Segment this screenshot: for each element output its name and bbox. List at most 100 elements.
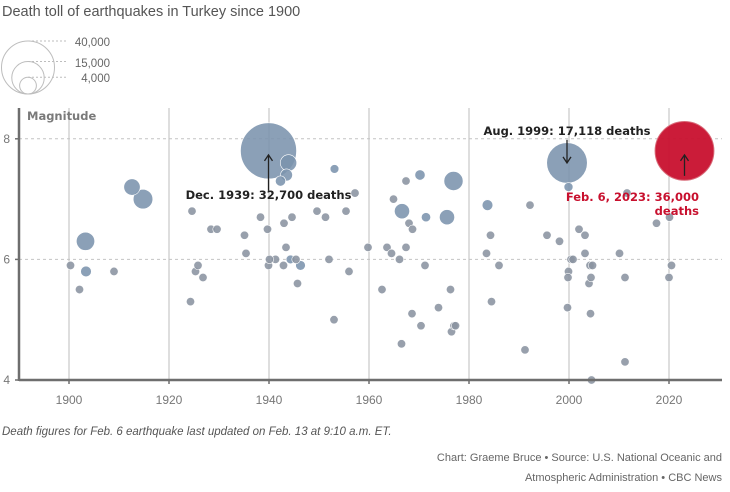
earthquake-bubble <box>80 265 92 278</box>
earthquake-bubble <box>278 260 288 270</box>
chart-title: Death toll of earthquakes in Turkey sinc… <box>2 4 301 20</box>
earthquake-bubble <box>525 200 535 210</box>
y-tick-label: 4 <box>3 373 10 387</box>
earthquake-bubble <box>264 254 274 264</box>
bubble-chart: 40,000 15,000 4,000 1900 1920 1940 1960 1980 20… <box>1 37 722 407</box>
x-tick-label: 1920 <box>156 393 183 407</box>
earthquake-bubble <box>587 260 597 270</box>
earthquake-bubble <box>563 182 574 192</box>
earthquake-bubble <box>481 248 491 258</box>
earthquake-bubble <box>275 175 286 187</box>
earthquake-bubble <box>279 218 289 228</box>
earthquake-bubble <box>76 231 95 251</box>
earthquake-bubble <box>414 169 426 181</box>
earthquake-bubble <box>494 260 504 270</box>
earthquake-bubble <box>241 248 251 258</box>
earthquake-bubble <box>109 266 119 276</box>
arrowhead-1939 <box>263 153 274 162</box>
earthquake-bubble <box>240 230 250 240</box>
legend-circle <box>11 61 45 95</box>
earthquake-bubble <box>562 303 572 313</box>
earthquake-bubble <box>574 224 584 234</box>
earthquake-bubble <box>187 206 197 216</box>
annotation-2023-line2: deaths <box>655 204 699 218</box>
earthquake-bubble <box>329 164 340 174</box>
earthquake-bubble <box>614 248 624 258</box>
earthquake-bubble <box>439 209 455 226</box>
earthquake-bubble <box>622 188 632 198</box>
earthquake-bubble <box>620 272 630 282</box>
earthquake-bubble <box>279 154 298 172</box>
y-tick-label: 6 <box>3 252 10 266</box>
legend-circle <box>19 76 37 95</box>
earthquake-bubble <box>421 212 431 223</box>
earthquake-bubble <box>420 260 430 270</box>
footnote: Death figures for Feb. 6 earthquake last… <box>2 426 392 438</box>
earthquake-bubble <box>394 203 410 220</box>
earthquake-bubble <box>485 230 495 240</box>
earthquake-bubble <box>363 242 373 252</box>
y-axis-label: Magnitude <box>27 109 96 123</box>
earthquake-bubble <box>407 224 417 234</box>
bubbles <box>66 120 715 385</box>
earthquake-bubble <box>520 345 530 355</box>
legend-label: 40,000 <box>75 37 110 49</box>
earthquake-bubble <box>193 260 203 270</box>
earthquake-bubble <box>186 297 196 307</box>
annotations: Dec. 1939: 32,700 deaths Aug. 1999: 17,11… <box>186 124 700 218</box>
arrowhead-1999 <box>562 156 572 165</box>
earthquake-bubble <box>401 242 411 252</box>
x-tick-label: 1900 <box>56 393 83 407</box>
earthquake-bubble <box>341 206 351 216</box>
earthquake-bubble <box>666 260 676 270</box>
earthquake-bubble <box>554 236 564 246</box>
earthquake-bubble <box>651 218 661 228</box>
earthquake-bubble <box>486 297 496 307</box>
earthquake-bubble <box>292 279 302 289</box>
earthquake-bubble <box>255 212 265 222</box>
earthquake-bubble <box>377 285 387 295</box>
earthquake-bubble <box>382 242 392 252</box>
earthquake-bubble <box>350 188 360 198</box>
arrowhead-2023 <box>679 153 690 162</box>
size-legend: 40,000 15,000 4,000 <box>1 37 110 95</box>
earthquake-bubble <box>132 188 154 210</box>
earthquake-bubble <box>563 272 573 282</box>
earthquake-bubble <box>568 254 578 264</box>
legend-circle <box>1 40 55 95</box>
earthquake-bubble <box>281 242 291 252</box>
earthquake-bubble <box>320 212 330 222</box>
earthquake-bubble <box>407 309 417 319</box>
earthquake-bubble <box>396 339 406 349</box>
x-tick-label: 1980 <box>456 393 483 407</box>
earthquake-bubble <box>388 194 398 204</box>
earthquake-bubble <box>580 248 590 258</box>
earthquake-bubble <box>585 309 595 319</box>
earthquake-bubble <box>75 285 85 295</box>
earthquake-bubble <box>394 254 404 264</box>
credit-line-2: Atmospheric Administration • CBC News <box>524 472 722 484</box>
x-tick-label: 2020 <box>656 393 683 407</box>
earthquake-bubble <box>212 224 222 234</box>
earthquake-bubble <box>344 266 354 276</box>
earthquake-bubble <box>416 321 426 331</box>
axes: 1900 1920 1940 1960 1980 2000 2020 4 6 8 Magnitude <box>3 108 722 407</box>
earthquake-bubble <box>386 248 396 258</box>
x-tick-label: 1940 <box>256 393 283 407</box>
earthquake-bubble <box>329 315 339 325</box>
earthquake-bubble <box>312 206 322 216</box>
earthquake-bubble <box>580 230 590 240</box>
legend-label: 15,000 <box>75 58 110 70</box>
earthquake-bubble <box>450 321 460 331</box>
earthquake-bubble <box>620 357 630 367</box>
earthquake-bubble <box>291 254 301 264</box>
x-tick-label: 1960 <box>356 393 383 407</box>
earthquake-bubble <box>66 260 76 270</box>
earthquake-bubble <box>287 212 297 222</box>
earthquake-bubble <box>664 212 674 222</box>
earthquake-bubble <box>198 272 208 282</box>
highlight-bubble <box>654 120 715 181</box>
earthquake-bubble <box>481 199 494 211</box>
earthquake-bubble <box>542 230 552 240</box>
earthquake-bubble <box>433 303 443 313</box>
